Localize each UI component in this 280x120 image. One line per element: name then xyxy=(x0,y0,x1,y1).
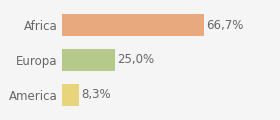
Bar xyxy=(62,49,115,71)
Bar xyxy=(62,84,79,106)
Text: 8,3%: 8,3% xyxy=(81,88,111,101)
Bar xyxy=(62,14,204,36)
Text: 66,7%: 66,7% xyxy=(206,19,243,32)
Text: 25,0%: 25,0% xyxy=(117,54,154,66)
